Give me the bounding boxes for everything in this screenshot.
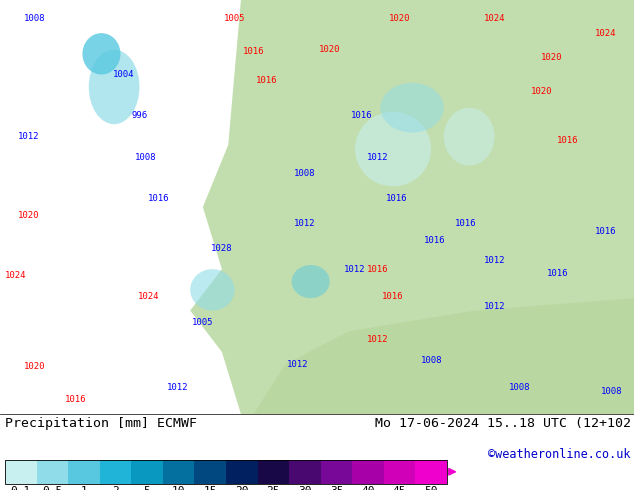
Text: 1016: 1016 bbox=[65, 395, 87, 404]
Ellipse shape bbox=[380, 83, 444, 132]
Text: 1016: 1016 bbox=[148, 194, 169, 203]
Text: 1020: 1020 bbox=[541, 53, 562, 62]
Text: Mo 17-06-2024 15..18 UTC (12+102: Mo 17-06-2024 15..18 UTC (12+102 bbox=[375, 417, 631, 430]
Text: 1016: 1016 bbox=[424, 236, 445, 245]
Text: 5: 5 bbox=[144, 486, 150, 490]
Text: 50: 50 bbox=[424, 486, 438, 490]
Bar bbox=[37, 460, 68, 484]
Text: 0.1: 0.1 bbox=[11, 486, 31, 490]
Text: 2: 2 bbox=[112, 486, 119, 490]
Text: 1016: 1016 bbox=[455, 219, 477, 228]
Text: 15: 15 bbox=[204, 486, 217, 490]
Text: 30: 30 bbox=[298, 486, 312, 490]
Text: 996: 996 bbox=[131, 111, 148, 121]
Text: 1020: 1020 bbox=[18, 211, 39, 220]
Text: 35: 35 bbox=[330, 486, 343, 490]
Bar bbox=[415, 460, 447, 484]
Text: 1016: 1016 bbox=[385, 194, 407, 203]
Text: 1005: 1005 bbox=[192, 318, 214, 327]
Bar bbox=[5, 460, 37, 484]
Text: 1016: 1016 bbox=[382, 292, 404, 300]
Text: 1008: 1008 bbox=[509, 383, 531, 392]
Bar bbox=[100, 460, 131, 484]
Bar bbox=[321, 460, 353, 484]
Polygon shape bbox=[254, 298, 634, 414]
Ellipse shape bbox=[355, 112, 431, 186]
Text: 1012: 1012 bbox=[294, 219, 315, 228]
Text: 1005: 1005 bbox=[224, 14, 245, 23]
Bar bbox=[5, 460, 447, 484]
Ellipse shape bbox=[82, 33, 120, 74]
Text: 1012: 1012 bbox=[484, 302, 505, 311]
Text: 1012: 1012 bbox=[344, 265, 366, 273]
Polygon shape bbox=[190, 0, 634, 414]
Text: 1012: 1012 bbox=[18, 132, 39, 141]
Text: 1020: 1020 bbox=[389, 14, 410, 23]
Text: 1012: 1012 bbox=[287, 360, 309, 369]
Text: 25: 25 bbox=[267, 486, 280, 490]
Bar bbox=[226, 460, 257, 484]
Text: 1008: 1008 bbox=[420, 356, 442, 365]
Text: 1008: 1008 bbox=[24, 14, 46, 23]
Text: 1012: 1012 bbox=[167, 383, 188, 392]
Bar bbox=[68, 460, 100, 484]
Text: 1016: 1016 bbox=[547, 269, 569, 278]
Text: 1008: 1008 bbox=[294, 170, 315, 178]
Bar bbox=[257, 460, 289, 484]
Text: 1016: 1016 bbox=[351, 111, 372, 121]
Text: 1028: 1028 bbox=[211, 244, 233, 253]
Bar bbox=[163, 460, 195, 484]
Bar bbox=[195, 460, 226, 484]
Text: 1024: 1024 bbox=[138, 292, 160, 300]
Text: 1016: 1016 bbox=[557, 136, 578, 145]
Text: 45: 45 bbox=[393, 486, 406, 490]
Bar bbox=[289, 460, 321, 484]
Text: 20: 20 bbox=[235, 486, 249, 490]
Text: ©weatheronline.co.uk: ©weatheronline.co.uk bbox=[488, 448, 631, 461]
Bar bbox=[384, 460, 415, 484]
Text: 1020: 1020 bbox=[319, 45, 340, 54]
Ellipse shape bbox=[89, 49, 139, 124]
Text: 1024: 1024 bbox=[595, 28, 616, 38]
Text: 1012: 1012 bbox=[484, 256, 505, 266]
Text: 40: 40 bbox=[361, 486, 375, 490]
Text: 1012: 1012 bbox=[366, 335, 388, 344]
Ellipse shape bbox=[444, 108, 495, 166]
Text: 1016: 1016 bbox=[243, 47, 264, 56]
Bar bbox=[353, 460, 384, 484]
Text: 1020: 1020 bbox=[531, 87, 553, 96]
Ellipse shape bbox=[190, 269, 235, 311]
Text: 1008: 1008 bbox=[601, 387, 623, 396]
Text: 0.5: 0.5 bbox=[42, 486, 63, 490]
Text: 1020: 1020 bbox=[24, 362, 46, 371]
Bar bbox=[131, 460, 163, 484]
Text: 1012: 1012 bbox=[366, 153, 388, 162]
Text: 1004: 1004 bbox=[113, 70, 134, 79]
Text: 1016: 1016 bbox=[595, 227, 616, 236]
Text: 1024: 1024 bbox=[484, 14, 505, 23]
Text: 1: 1 bbox=[81, 486, 87, 490]
Text: 1008: 1008 bbox=[135, 153, 157, 162]
Text: 1016: 1016 bbox=[256, 76, 277, 85]
Text: 1016: 1016 bbox=[366, 265, 388, 273]
Text: 10: 10 bbox=[172, 486, 185, 490]
Text: 1024: 1024 bbox=[5, 271, 27, 280]
Ellipse shape bbox=[292, 265, 330, 298]
Text: Precipitation [mm] ECMWF: Precipitation [mm] ECMWF bbox=[5, 417, 197, 430]
